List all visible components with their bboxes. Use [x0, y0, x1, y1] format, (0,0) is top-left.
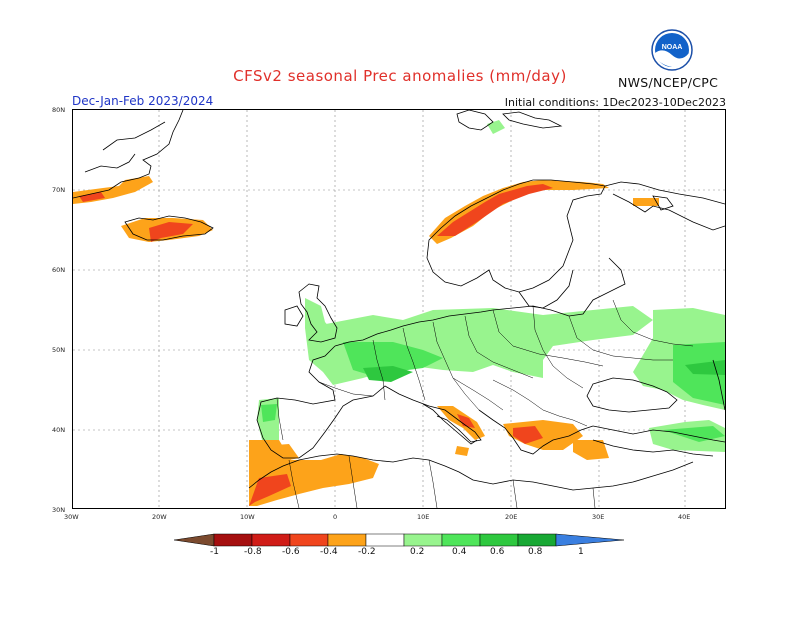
wet-anomaly-france: [343, 342, 443, 376]
dry-anomaly-italy-core: [457, 414, 475, 428]
dry-anomaly-greece-core: [513, 426, 543, 444]
dry-anomaly-greenland-core: [79, 192, 105, 202]
colorbar-swatch-neg06: [289, 533, 329, 547]
lon-label-30e: 30E: [592, 513, 605, 521]
colorbar-swatch-pos06: [479, 533, 519, 547]
noaa-wave-icon: [655, 50, 689, 68]
forecast-period: Dec-Jan-Feb 2023/2024: [72, 94, 214, 108]
map-canvas: [72, 109, 726, 509]
colorbar-swatch-neg1: [213, 533, 253, 547]
noaa-logo-icon: NOAA: [651, 29, 693, 71]
wet-anomaly-uk: [305, 298, 335, 342]
lon-label-20e: 20E: [505, 513, 518, 521]
lat-label-70n: 70N: [52, 186, 66, 194]
lon-label-10e: 10E: [417, 513, 430, 521]
colorbar-swatch-neg08: [251, 533, 291, 547]
map-title: CFSv2 seasonal Prec anomalies (mm/day): [233, 67, 567, 85]
colorbar-swatch-pos02: [403, 533, 443, 547]
dry-anomaly-aegean: [573, 440, 609, 460]
colorbar-label: -0.8: [244, 547, 262, 557]
colorbar-swatch-pos04: [441, 533, 481, 547]
colorbar-label: 0.6: [490, 547, 505, 557]
lat-label-80n: 80N: [52, 106, 66, 114]
colorbar-swatch-neg04: [327, 533, 367, 547]
colorbar-label: 0.2: [410, 547, 425, 557]
colorbar-swatch-gt-pos1: [555, 533, 625, 547]
wet-anomaly-svalbard: [487, 120, 505, 134]
lon-label-20w: 20W: [152, 513, 167, 521]
colorbar-label: -0.4: [320, 547, 338, 557]
lat-label-60n: 60N: [52, 266, 66, 274]
colorbar: [173, 533, 625, 547]
wet-anomaly-russia-dark: [685, 360, 725, 375]
dry-anomaly-kola: [633, 198, 659, 206]
agency-label: NWS/NCEP/CPC: [618, 75, 719, 90]
lon-label-40e: 40E: [678, 513, 691, 521]
initial-conditions: Initial conditions: 1Dec2023-10Dec2023: [504, 96, 726, 109]
dry-anomaly-sicily: [455, 446, 469, 456]
lat-label-40n: 40N: [52, 426, 66, 434]
wet-anomaly-iberia-core: [261, 404, 277, 422]
map-panel: [72, 109, 726, 509]
colorbar-swatch-pos08: [517, 533, 557, 547]
anomaly-shading: [73, 120, 725, 506]
dry-anomaly-iceland-core: [149, 222, 193, 242]
lon-label-0: 0: [333, 513, 338, 521]
wet-anomaly-france-core: [363, 366, 413, 382]
lat-label-30n: 30N: [52, 506, 66, 514]
dry-anomaly-italy: [437, 406, 485, 440]
colorbar-label: -1: [210, 547, 219, 557]
lon-label-10w: 10W: [240, 513, 255, 521]
colorbar-label: 1: [578, 547, 584, 557]
colorbar-swatch-neutral: [365, 533, 405, 547]
lat-label-50n: 50N: [52, 346, 66, 354]
noaa-logo-text: NOAA: [662, 44, 683, 51]
colorbar-label: -0.2: [358, 547, 376, 557]
colorbar-label: 0.4: [452, 547, 467, 557]
country-borders: [276, 299, 694, 509]
dry-anomaly-norway-core: [437, 184, 553, 236]
colorbar-label: -0.6: [282, 547, 300, 557]
colorbar-label: 0.8: [528, 547, 543, 557]
lon-label-30w: 30W: [64, 513, 79, 521]
coastlines: [72, 109, 726, 491]
dry-anomaly-iberia-south: [263, 444, 299, 462]
dry-anomaly-morocco-core: [249, 474, 291, 506]
wet-anomaly-turkey-core: [663, 426, 725, 442]
colorbar-swatch-lt-neg1: [173, 533, 215, 547]
